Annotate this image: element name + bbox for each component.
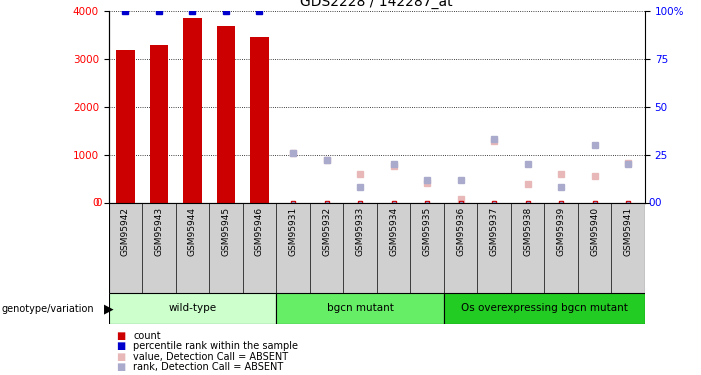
- Text: ■: ■: [116, 352, 125, 362]
- Text: value, Detection Call = ABSENT: value, Detection Call = ABSENT: [133, 352, 288, 362]
- Text: wild-type: wild-type: [168, 303, 217, 313]
- Text: GSM95941: GSM95941: [624, 207, 633, 256]
- Text: 0: 0: [648, 198, 655, 207]
- Bar: [250, 37, 268, 203]
- Text: ■: ■: [116, 362, 125, 372]
- Text: bgcn mutant: bgcn mutant: [327, 303, 393, 313]
- Text: GSM95940: GSM95940: [590, 207, 599, 256]
- Bar: [183, 18, 202, 203]
- Text: GSM95946: GSM95946: [255, 207, 264, 256]
- Text: GSM95932: GSM95932: [322, 207, 331, 256]
- Text: GSM95945: GSM95945: [222, 207, 231, 256]
- Text: count: count: [133, 331, 161, 340]
- Title: GDS2228 / 142287_at: GDS2228 / 142287_at: [301, 0, 453, 9]
- Text: GSM95937: GSM95937: [489, 207, 498, 256]
- Text: rank, Detection Call = ABSENT: rank, Detection Call = ABSENT: [133, 362, 283, 372]
- Text: GSM95933: GSM95933: [355, 207, 365, 256]
- Bar: [116, 50, 135, 202]
- Text: GSM95942: GSM95942: [121, 207, 130, 256]
- Text: GSM95931: GSM95931: [289, 207, 297, 256]
- Text: 0: 0: [95, 198, 102, 207]
- Text: GSM95944: GSM95944: [188, 207, 197, 256]
- Text: GSM95935: GSM95935: [423, 207, 432, 256]
- Text: GSM95943: GSM95943: [154, 207, 163, 256]
- Text: GSM95939: GSM95939: [557, 207, 566, 256]
- Text: GSM95936: GSM95936: [456, 207, 465, 256]
- Text: percentile rank within the sample: percentile rank within the sample: [133, 341, 298, 351]
- Bar: [276, 292, 444, 324]
- Bar: [217, 26, 235, 202]
- Text: ■: ■: [116, 331, 125, 340]
- Text: GSM95938: GSM95938: [523, 207, 532, 256]
- Text: Os overexpressing bgcn mutant: Os overexpressing bgcn mutant: [461, 303, 628, 313]
- Text: ■: ■: [116, 341, 125, 351]
- Text: GSM95934: GSM95934: [389, 207, 398, 256]
- Text: genotype/variation: genotype/variation: [1, 304, 94, 314]
- Text: ▶: ▶: [104, 303, 114, 316]
- Bar: [444, 292, 645, 324]
- Bar: [109, 292, 276, 324]
- Bar: [150, 45, 168, 203]
